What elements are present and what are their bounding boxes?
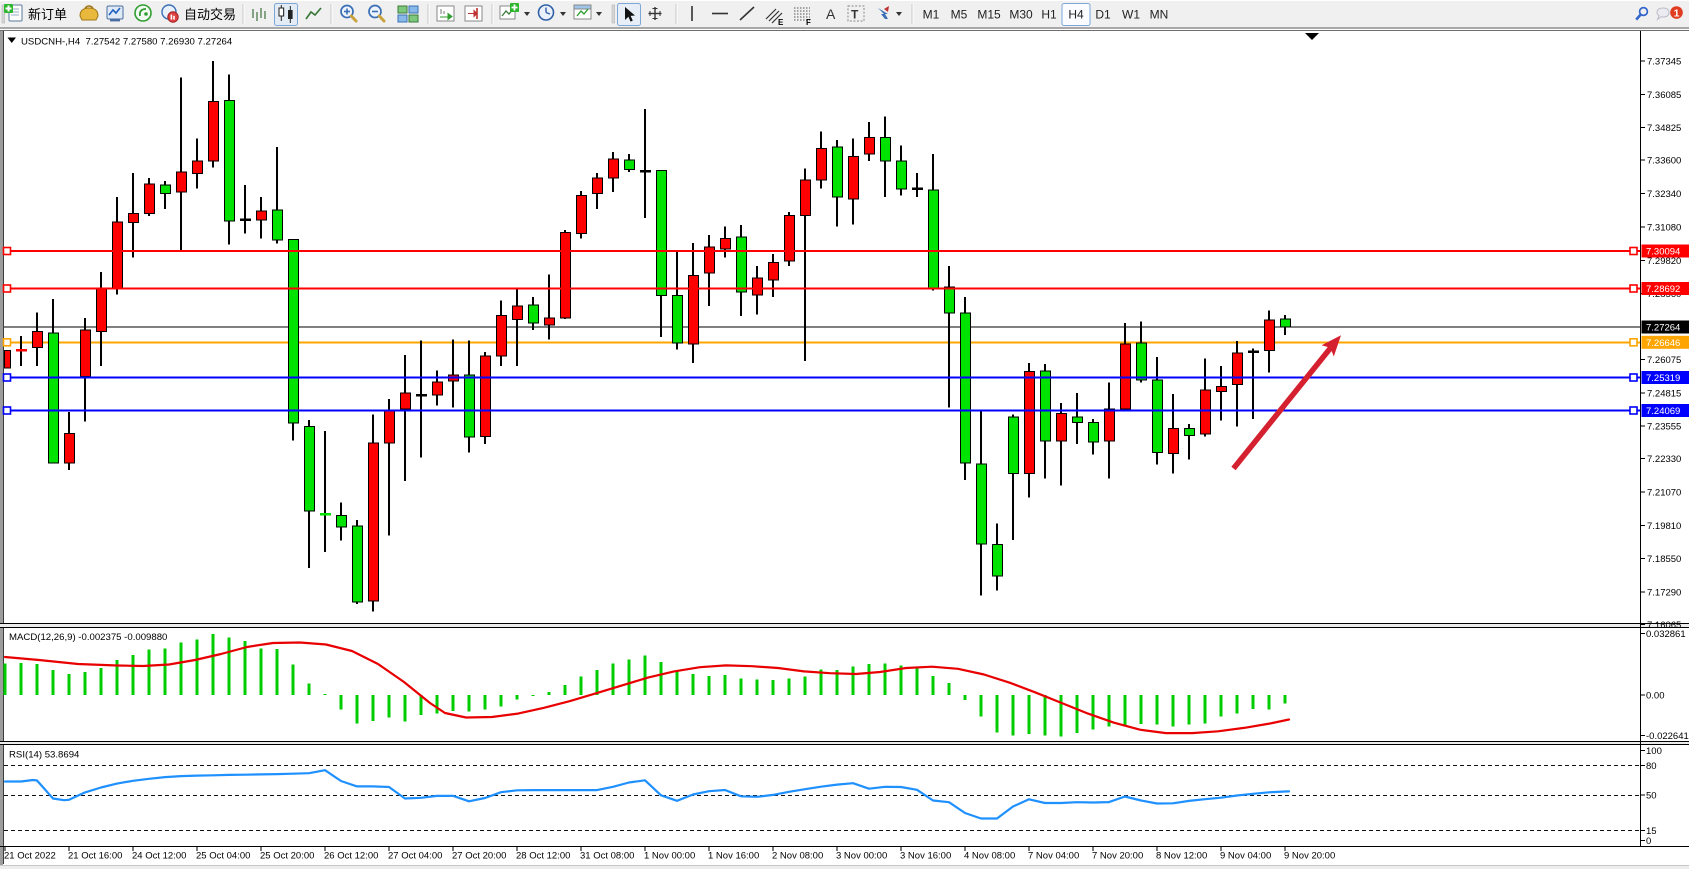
svg-text:7.23555: 7.23555 <box>1647 422 1681 433</box>
svg-text:7.22330: 7.22330 <box>1647 454 1681 465</box>
svg-text:7.37345: 7.37345 <box>1647 57 1681 68</box>
svg-text:7 Nov 20:00: 7 Nov 20:00 <box>1092 851 1143 862</box>
svg-text:W1: W1 <box>1122 8 1140 22</box>
svg-text:H4: H4 <box>1068 8 1084 22</box>
svg-text:M1: M1 <box>923 8 940 22</box>
svg-text:80: 80 <box>1646 761 1657 772</box>
svg-text:7.26075: 7.26075 <box>1647 355 1681 366</box>
svg-text:7.18550: 7.18550 <box>1647 554 1681 565</box>
svg-text:1: 1 <box>1674 7 1680 19</box>
svg-text:31 Oct 08:00: 31 Oct 08:00 <box>580 851 634 862</box>
svg-text:2 Nov 08:00: 2 Nov 08:00 <box>772 851 823 862</box>
svg-text:7.32340: 7.32340 <box>1647 189 1681 200</box>
svg-text:M5: M5 <box>951 8 968 22</box>
svg-text:新订单: 新订单 <box>28 7 67 22</box>
svg-text:27 Oct 04:00: 27 Oct 04:00 <box>388 851 442 862</box>
svg-text:3 Nov 16:00: 3 Nov 16:00 <box>900 851 951 862</box>
svg-text:7.34825: 7.34825 <box>1647 123 1681 134</box>
svg-text:7.30094: 7.30094 <box>1646 247 1680 258</box>
svg-text:7.26646: 7.26646 <box>1646 338 1680 349</box>
svg-text:21 Oct 2022: 21 Oct 2022 <box>4 851 56 862</box>
svg-text:4 Nov 08:00: 4 Nov 08:00 <box>964 851 1015 862</box>
svg-text:0.00: 0.00 <box>1646 690 1665 701</box>
svg-text:27 Oct 20:00: 27 Oct 20:00 <box>452 851 506 862</box>
svg-text:25 Oct 04:00: 25 Oct 04:00 <box>196 851 250 862</box>
svg-text:7 Nov 04:00: 7 Nov 04:00 <box>1028 851 1079 862</box>
svg-text:D1: D1 <box>1095 8 1111 22</box>
svg-text:8 Nov 12:00: 8 Nov 12:00 <box>1156 851 1207 862</box>
svg-text:9 Nov 04:00: 9 Nov 04:00 <box>1220 851 1271 862</box>
svg-text:0: 0 <box>1646 836 1651 847</box>
svg-text:7.28692: 7.28692 <box>1646 284 1680 295</box>
svg-text:7.25319: 7.25319 <box>1646 373 1680 384</box>
svg-text:26 Oct 12:00: 26 Oct 12:00 <box>324 851 378 862</box>
svg-text:50: 50 <box>1646 791 1657 802</box>
svg-text:7.24069: 7.24069 <box>1646 406 1680 417</box>
svg-text:E: E <box>778 18 784 27</box>
svg-text:MACD(12,26,9) -0.002375 -0.009: MACD(12,26,9) -0.002375 -0.009880 <box>9 632 167 643</box>
svg-text:7.33600: 7.33600 <box>1647 156 1681 167</box>
svg-text:100: 100 <box>1646 746 1662 757</box>
svg-text:MN: MN <box>1150 8 1169 22</box>
svg-text:7.36085: 7.36085 <box>1647 90 1681 101</box>
svg-text:RSI(14) 53.8694: RSI(14) 53.8694 <box>9 750 80 761</box>
svg-text:自动交易: 自动交易 <box>184 7 236 22</box>
svg-text:24 Oct 12:00: 24 Oct 12:00 <box>132 851 186 862</box>
svg-text:9 Nov 20:00: 9 Nov 20:00 <box>1284 851 1335 862</box>
svg-text:0.032861: 0.032861 <box>1646 629 1686 640</box>
svg-text:-0.022641: -0.022641 <box>1646 731 1689 742</box>
svg-text:A: A <box>826 6 836 22</box>
svg-text:7.21070: 7.21070 <box>1647 488 1681 499</box>
svg-text:M30: M30 <box>1009 8 1033 22</box>
svg-text:3 Nov 00:00: 3 Nov 00:00 <box>836 851 887 862</box>
svg-text:1 Nov 00:00: 1 Nov 00:00 <box>644 851 695 862</box>
svg-text:1 Nov 16:00: 1 Nov 16:00 <box>708 851 759 862</box>
svg-text:H1: H1 <box>1041 8 1057 22</box>
svg-text:USDCNH-,H4 7.27542 7.27580 7.: USDCNH-,H4 7.27542 7.27580 7.26930 7.272… <box>21 37 233 48</box>
svg-text:28 Oct 12:00: 28 Oct 12:00 <box>516 851 570 862</box>
svg-text:M15: M15 <box>977 8 1001 22</box>
svg-text:F: F <box>806 18 811 27</box>
svg-text:7.19810: 7.19810 <box>1647 521 1681 532</box>
svg-text:25 Oct 20:00: 25 Oct 20:00 <box>260 851 314 862</box>
svg-text:7.27264: 7.27264 <box>1646 323 1680 334</box>
svg-text:7.17290: 7.17290 <box>1647 588 1681 599</box>
svg-text:T: T <box>851 8 859 22</box>
svg-text:21 Oct 16:00: 21 Oct 16:00 <box>68 851 122 862</box>
svg-text:7.31080: 7.31080 <box>1647 222 1681 233</box>
svg-text:7.24815: 7.24815 <box>1647 388 1681 399</box>
